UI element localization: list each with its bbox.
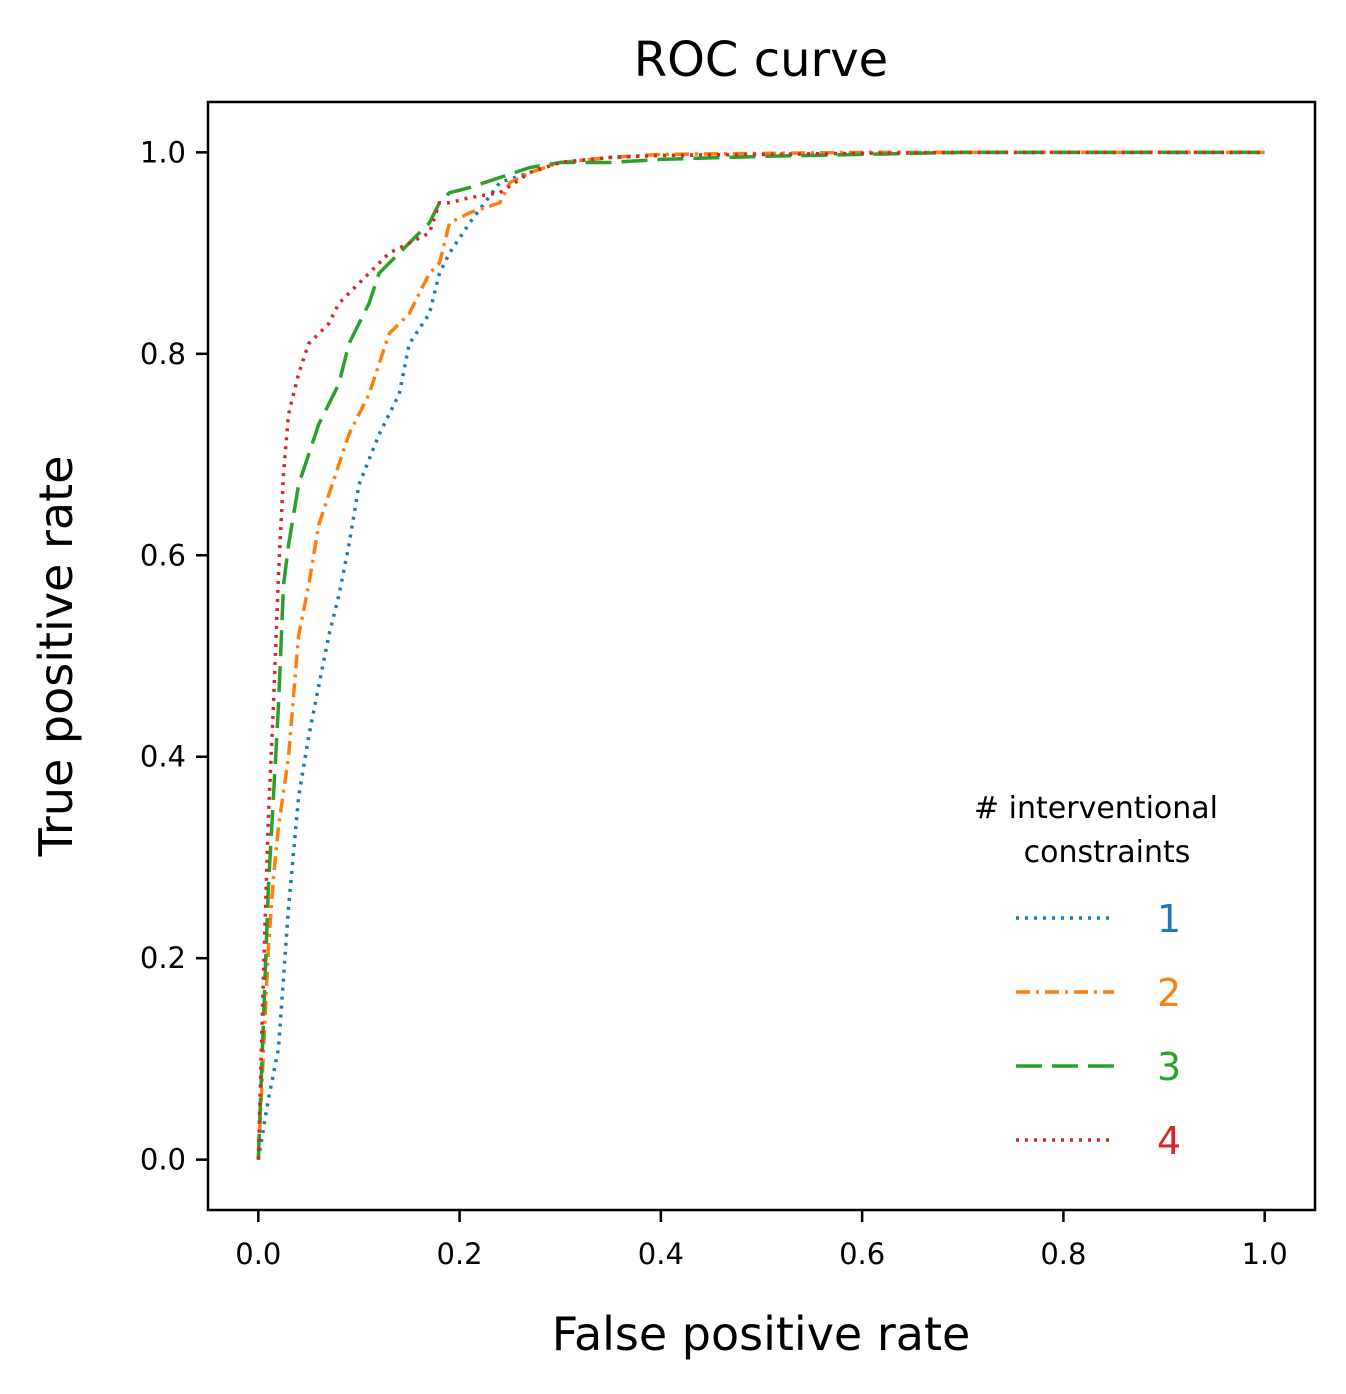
x-axis-label: False positive rate [552,1307,971,1361]
x-tick-label: 0.0 [235,1237,281,1271]
legend-label-3: 3 [1157,1045,1181,1089]
y-tick-label: 1.0 [140,135,186,169]
legend-entries: 1 2 3 4 [1016,897,1181,1163]
chart-title: ROC curve [634,32,888,88]
x-axis: 0.0 0.2 0.4 0.6 0.8 1.0 [235,1210,1288,1271]
x-tick-label: 0.2 [437,1237,483,1271]
legend-title-line-1: # interventional [974,791,1218,826]
legend-title-line-2: constraints [1024,835,1191,870]
y-tick-label: 0.2 [140,941,186,975]
plot-area [206,100,1317,1212]
legend-label-4: 4 [1157,1119,1181,1163]
plot-background [208,102,1315,1210]
legend: # interventional constraints 1 2 3 4 [974,791,1218,1163]
legend-label-1: 1 [1157,897,1181,941]
y-axis: 0.0 0.2 0.4 0.6 0.8 1.0 [140,135,208,1177]
y-tick-label: 0.6 [140,538,186,572]
y-tick-label: 0.0 [140,1143,186,1177]
series-layer [256,150,1265,1160]
legend-label-2: 2 [1157,971,1181,1015]
x-tick-label: 0.8 [1040,1237,1086,1271]
y-tick-label: 0.8 [140,337,186,371]
x-tick-label: 1.0 [1242,1237,1288,1271]
series-line-1 [256,150,1265,1160]
plot-frame [206,100,1317,1212]
x-tick-label: 0.4 [638,1237,684,1271]
y-tick-label: 0.4 [140,740,186,774]
y-axis-label: True positive rate [29,456,83,858]
x-tick-label: 0.6 [839,1237,885,1271]
series-line-4 [256,150,1265,1160]
